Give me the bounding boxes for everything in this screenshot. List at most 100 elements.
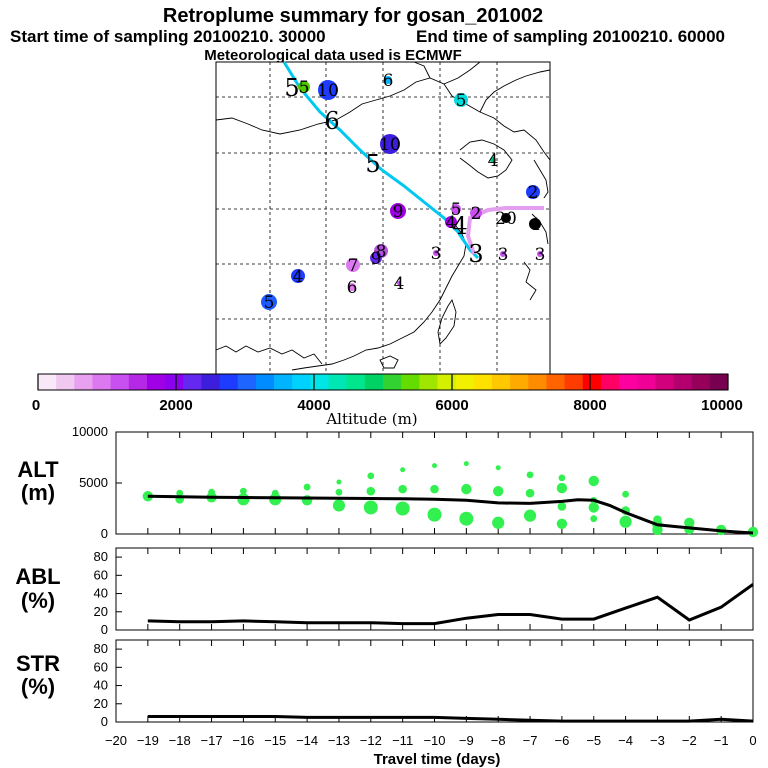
alt-scatter-point xyxy=(430,484,439,494)
plume-cluster-marker xyxy=(380,134,400,154)
plume-cluster-label: 5 xyxy=(451,200,462,220)
x-tick-label: −11 xyxy=(392,733,413,748)
alt-scatter-point xyxy=(367,472,375,480)
colorbar-cell xyxy=(619,374,638,390)
alt-scatter-point xyxy=(619,515,632,528)
meteorological-data-label: Meteorological data used is ECMWF xyxy=(204,47,462,64)
colorbar-cell xyxy=(709,374,729,390)
x-tick-label: −1 xyxy=(714,733,729,748)
colorbar-cell xyxy=(146,374,166,390)
alt-panel-unit: (m) xyxy=(21,480,55,505)
alt-scatter-point xyxy=(240,487,247,495)
y-tick-label: 0 xyxy=(101,526,108,541)
colorbar-cell xyxy=(201,374,221,390)
colorbar-cell xyxy=(110,374,130,390)
plume-cluster-label: 9 xyxy=(393,202,404,222)
colorbar-cell xyxy=(92,374,112,390)
plume-cluster-label: 5 xyxy=(456,91,467,111)
plume-cluster-marker xyxy=(537,251,543,257)
plume-cluster-markers xyxy=(261,76,543,310)
plume-cluster-marker xyxy=(397,281,401,285)
altitude-colorbar: 0 2000 4000 6000 8000 10000 Altitude (m) xyxy=(32,373,743,428)
plume-cluster-label: 3 xyxy=(498,245,509,265)
alt-scatter-point xyxy=(237,493,250,506)
alt-scatter-point xyxy=(332,499,346,512)
plume-cluster-marker xyxy=(390,203,406,219)
colorbar-cell xyxy=(455,374,475,390)
alt-scatter-point xyxy=(588,475,599,487)
y-tick-label: 40 xyxy=(94,586,108,601)
colorbar-cell xyxy=(637,374,656,390)
plume-cluster-label: 4 xyxy=(530,215,541,235)
x-tick-label: −3 xyxy=(650,733,665,748)
colorbar-major-ticks xyxy=(37,374,729,390)
colorbar-cell xyxy=(546,374,566,390)
alt-scatter-point xyxy=(556,482,568,494)
alt-scatter-point xyxy=(363,500,378,515)
x-tick-label: −9 xyxy=(459,733,474,748)
abl-panel-label: ABL xyxy=(15,564,60,589)
alt-scatter-point xyxy=(557,502,567,511)
colorbar-tick-label: 0 xyxy=(32,397,40,414)
colorbar-cell xyxy=(510,374,529,390)
plume-cluster-marker xyxy=(529,218,541,230)
colorbar-cells xyxy=(38,374,729,390)
colorbar-cell xyxy=(419,374,438,390)
str-panel-label: STR xyxy=(16,651,60,676)
retroplume-map: 10 5 6 5 10 4 2 9 5 2 4 20 4 3 3 3 8 9 7… xyxy=(215,61,551,375)
colorbar-cell xyxy=(401,374,420,390)
alt-scatter-point xyxy=(432,463,437,469)
plume-cluster-label: 4 xyxy=(293,267,304,287)
plume-cluster-marker xyxy=(500,251,506,257)
y-tick-label: 0 xyxy=(101,714,108,729)
alt-scatter-point xyxy=(398,484,407,494)
y-tick-label: 5000 xyxy=(79,475,108,490)
plume-cluster-label: 5 xyxy=(299,78,310,98)
alt-scatter-point xyxy=(427,507,442,522)
plume-cluster-marker xyxy=(298,81,310,93)
x-tick-label: −20 xyxy=(105,733,127,748)
trajectory-day-markers: 5 6 5 4 3 xyxy=(284,74,483,268)
colorbar-cell xyxy=(38,374,57,390)
colorbar-cell xyxy=(74,374,93,390)
alt-panel-label: ALT xyxy=(17,457,59,482)
x-tick-label: −2 xyxy=(682,733,697,748)
alt-scatter-point xyxy=(335,488,343,496)
plume-cluster-marker xyxy=(451,204,461,214)
x-tick-label: −16 xyxy=(232,733,254,748)
alt-scatter-point xyxy=(492,516,505,529)
colorbar-cell xyxy=(691,374,711,390)
y-tick-label: 20 xyxy=(94,696,108,711)
y-tick-label: 20 xyxy=(94,604,108,619)
trajectory-tail-line xyxy=(465,206,544,255)
alt-scatter-point xyxy=(400,467,406,473)
plume-cluster-marker xyxy=(490,157,496,163)
y-tick-label: 80 xyxy=(94,641,108,656)
plume-cluster-marker xyxy=(346,258,360,272)
alt-mean-line xyxy=(147,494,754,535)
abl-panel-frame xyxy=(115,547,754,631)
x-tick-label: −15 xyxy=(264,733,286,748)
trajectory-line xyxy=(282,61,480,260)
abl-panel-unit: (%) xyxy=(21,588,55,613)
alt-scatter-point xyxy=(463,461,469,467)
colorbar-cell xyxy=(165,374,184,390)
colorbar-cell xyxy=(328,374,348,390)
alt-scatter-point xyxy=(588,502,599,513)
y-tick-label: 60 xyxy=(94,659,108,674)
str-panel-frame xyxy=(115,639,754,723)
colorbar-cell xyxy=(364,374,384,390)
colorbar-tick-label: 4000 xyxy=(297,397,330,414)
colorbar-tick-label: 8000 xyxy=(573,397,606,414)
plume-cluster-label: 3 xyxy=(535,245,546,265)
plume-cluster-marker xyxy=(470,207,482,219)
plume-cluster-label: 4 xyxy=(488,151,499,171)
plume-cluster-label: 4 xyxy=(446,213,457,233)
colorbar-cell xyxy=(582,374,602,390)
plume-cluster-marker xyxy=(348,283,356,291)
colorbar-cell xyxy=(255,374,275,390)
figure-title: Retroplume summary for gosan_201002 xyxy=(163,5,543,27)
x-tick-label: −17 xyxy=(201,733,223,748)
